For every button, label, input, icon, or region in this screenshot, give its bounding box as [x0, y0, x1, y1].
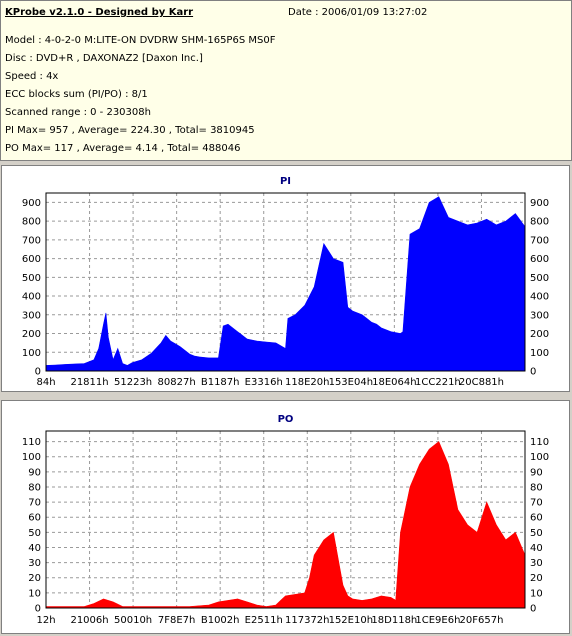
y-tick-label-right: 600	[530, 254, 549, 265]
x-tick-label: 80827h	[158, 377, 196, 388]
y-tick-label-right: 70	[530, 498, 543, 509]
y-tick-label: 0	[35, 367, 41, 378]
range-line: Scanned range : 0 - 230308h	[5, 107, 151, 118]
y-tick-label: 90	[28, 467, 41, 478]
y-tick-label: 110	[22, 437, 41, 448]
x-tick-label: 117372h	[285, 615, 330, 626]
x-tick-label: 18E064h	[372, 377, 416, 388]
pi-chart: PI 0 0 100 100 200 200 300 300 400 400 500 500 600 600…	[22, 176, 549, 388]
y-tick-label: 70	[28, 498, 41, 509]
po-stats-line: PO Max= 117 , Average= 4.14 , Total= 488…	[5, 143, 241, 154]
y-tick-label: 50	[28, 528, 41, 539]
app-title: KProbe v2.1.0 - Designed by Karr	[5, 7, 194, 18]
x-tick-label: B1187h	[201, 377, 240, 388]
y-tick-label: 20	[28, 573, 41, 584]
y-tick-label: 0	[35, 604, 41, 615]
y-tick-label: 200	[22, 329, 41, 340]
y-tick-label-right: 800	[530, 217, 549, 228]
x-tick-label: E3316h	[245, 377, 283, 388]
y-tick-label-right: 400	[530, 292, 549, 303]
x-tick-label: 21811h	[70, 377, 108, 388]
y-tick-label-right: 900	[530, 198, 549, 209]
y-tick-label-right: 0	[530, 604, 536, 615]
chart-title: PO	[278, 414, 294, 425]
y-tick-label: 300	[22, 310, 41, 321]
y-tick-label-right: 10	[530, 588, 543, 599]
axes-frame	[45, 430, 526, 609]
ecc-line: ECC blocks sum (PI/PO) : 8/1	[5, 89, 148, 100]
x-tick-label: E2511h	[245, 615, 283, 626]
y-tick-label-right: 300	[530, 310, 549, 321]
speed-line: Speed : 4x	[5, 71, 59, 82]
disc-line: Disc : DVD+R , DAXONAZ2 [Daxon Inc.]	[5, 53, 203, 64]
y-tick-label: 60	[28, 513, 41, 524]
y-tick-label: 900	[22, 198, 41, 209]
y-tick-label-right: 30	[530, 558, 543, 569]
y-tick-label-right: 100	[530, 452, 549, 463]
y-tick-label-right: 500	[530, 273, 549, 284]
y-tick-label-right: 100	[530, 348, 549, 359]
x-tick-label: 20F657h	[460, 615, 504, 626]
y-tick-label: 40	[28, 543, 41, 554]
y-tick-label-right: 20	[530, 573, 543, 584]
x-tick-label: 12h	[36, 615, 55, 626]
y-tick-label: 400	[22, 292, 41, 303]
x-tick-label: 20C881h	[459, 377, 504, 388]
x-tick-label: 18D118h	[371, 615, 417, 626]
x-tick-label: 153E04h	[329, 377, 373, 388]
y-tick-label-right: 60	[530, 513, 543, 524]
y-tick-label: 30	[28, 558, 41, 569]
x-tick-label: 50010h	[114, 615, 152, 626]
y-tick-label-right: 700	[530, 235, 549, 246]
y-tick-label: 800	[22, 217, 41, 228]
y-tick-label-right: 0	[530, 367, 536, 378]
data-series-area	[45, 441, 526, 609]
pi-stats-line: PI Max= 957 , Average= 224.30 , Total= 3…	[5, 125, 255, 136]
info-panel: KProbe v2.1.0 - Designed by Karr Date : …	[0, 0, 572, 161]
x-tick-label: 21006h	[70, 615, 108, 626]
x-tick-label: 1CC221h	[415, 377, 461, 388]
model-line: Model : 4-0-2-0 M:LITE-ON DVDRW SHM-165P…	[5, 35, 276, 46]
po-chart-panel: PO 0 0 10 10 20 20 30 30 40 40 50 50 60 60 70 70 80 80 90 90…	[1, 400, 570, 634]
x-tick-label: 118E20h	[285, 377, 329, 388]
x-tick-label: 1CE9E6h	[415, 615, 460, 626]
y-tick-label-right: 90	[530, 467, 543, 478]
y-tick-label-right: 80	[530, 482, 543, 493]
x-tick-label: 7F8E7h	[158, 615, 196, 626]
x-tick-label: 152E10h	[329, 615, 373, 626]
y-tick-label-right: 110	[530, 437, 549, 448]
pi-chart-panel: PI 0 0 100 100 200 200 300 300 400 400 500 500 600 600…	[1, 165, 570, 392]
y-tick-label: 500	[22, 273, 41, 284]
y-tick-label-right: 50	[530, 528, 543, 539]
y-tick-label: 100	[22, 452, 41, 463]
chart-title: PI	[280, 176, 291, 187]
scan-date: Date : 2006/01/09 13:27:02	[288, 7, 428, 18]
data-series-area	[45, 196, 526, 372]
y-tick-label: 10	[28, 588, 41, 599]
y-tick-label: 80	[28, 482, 41, 493]
x-tick-label: 84h	[36, 377, 55, 388]
y-tick-label-right: 40	[530, 543, 543, 554]
y-tick-label: 600	[22, 254, 41, 265]
po-chart: PO 0 0 10 10 20 20 30 30 40 40 50 50 60 60 70 70 80 80 90 90…	[22, 414, 549, 626]
y-tick-label: 700	[22, 235, 41, 246]
x-tick-label: 51223h	[114, 377, 152, 388]
axes-frame	[45, 192, 526, 372]
y-tick-label: 100	[22, 348, 41, 359]
x-tick-label: B1002h	[201, 615, 240, 626]
y-tick-label-right: 200	[530, 329, 549, 340]
